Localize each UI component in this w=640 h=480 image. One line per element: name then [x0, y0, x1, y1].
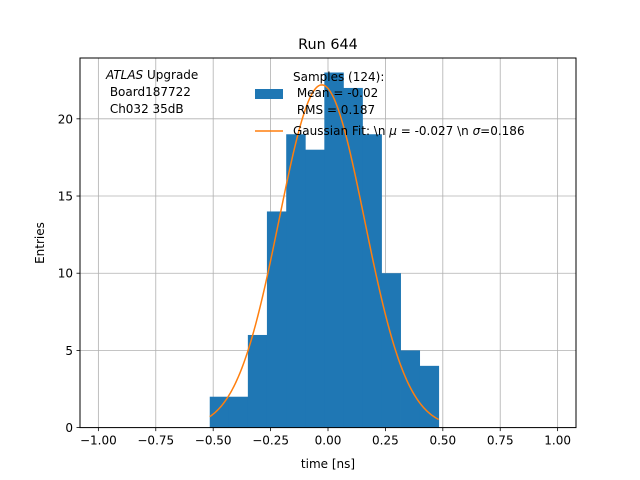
legend: Samples (124): Mean = -0.02 RMS = 0.187 …: [255, 70, 525, 138]
histogram-bar: [247, 334, 268, 428]
gaussian-fit-curve: [209, 84, 440, 421]
x-tick-label: 0.00: [315, 434, 342, 448]
y-tick-label: 10: [58, 267, 73, 281]
y-tick-label: 20: [58, 112, 73, 126]
x-tick-label: −0.75: [137, 434, 174, 448]
x-tick-label: −0.50: [195, 434, 232, 448]
histogram-bar: [343, 87, 363, 428]
x-tick-label: −1.00: [80, 434, 117, 448]
x-tick-label: 0.50: [429, 434, 456, 448]
upgrade-label: Upgrade: [143, 68, 198, 82]
y-tick-label: 15: [58, 190, 73, 204]
atlas-annotation: ATLAS Upgrade Board187722 Ch032 35dB: [105, 68, 198, 116]
x-tick-label: 0.75: [487, 434, 514, 448]
x-tick-label: 0.25: [372, 434, 399, 448]
x-axis-ticks: −1.00 −0.75 −0.50 −0.25 0.00 0.25 0.50 0.75 1.00: [80, 427, 571, 448]
fit-prefix: Gaussian Fit: \n: [293, 124, 389, 138]
y-axis-label: Entries: [33, 222, 47, 264]
board-label: Board187722: [106, 85, 191, 99]
histogram-bar: [286, 134, 306, 428]
fit-middle: = -0.027 \n: [397, 124, 473, 138]
svg-text:ATLAS Upgrade: ATLAS Upgrade: [105, 68, 198, 82]
y-axis-ticks: 0 5 10 15 20: [58, 112, 80, 435]
atlas-label: ATLAS: [105, 68, 144, 82]
fit-line: [209, 84, 440, 421]
histogram-bar: [266, 211, 287, 428]
legend-fit-label: Gaussian Fit: \n μ = -0.027 \n σ=0.186: [293, 124, 525, 138]
x-tick-label: −0.25: [252, 434, 289, 448]
legend-histogram-patch: [255, 89, 283, 99]
histogram-bar: [362, 134, 382, 428]
histogram-bars: [209, 72, 440, 428]
channel-label: Ch032 35dB: [106, 102, 184, 116]
histogram-bar: [381, 273, 401, 428]
histogram-bar: [419, 365, 440, 428]
x-tick-label: 1.00: [544, 434, 571, 448]
chart-title: Run 644: [298, 37, 358, 53]
legend-samples-label: Samples (124):: [293, 70, 384, 84]
histogram-bar: [228, 396, 249, 428]
histogram-bar: [209, 396, 230, 428]
legend-mean-label: Mean = -0.02: [293, 86, 378, 100]
legend-rms-label: RMS = 0.187: [293, 103, 375, 117]
histogram-bar: [324, 72, 344, 428]
fit-sigma-symbol: σ: [473, 124, 481, 138]
y-tick-label: 5: [65, 344, 73, 358]
y-tick-label: 0: [65, 421, 73, 435]
x-axis-label: time [ns]: [301, 457, 355, 471]
histogram-bar: [305, 149, 325, 428]
fit-suffix: =0.186: [480, 124, 524, 138]
fit-mu-symbol: μ: [388, 124, 397, 138]
